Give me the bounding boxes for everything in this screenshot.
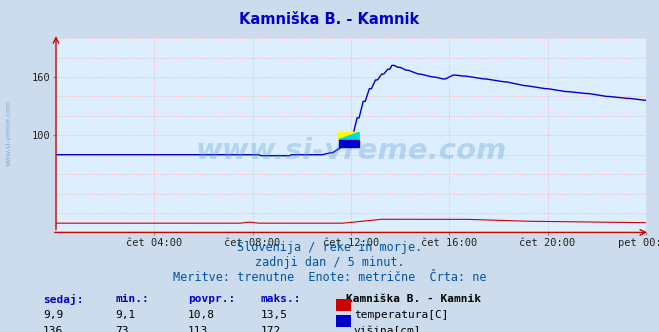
Text: www.si-vreme.com: www.si-vreme.com <box>195 137 507 165</box>
Text: temperatura[C]: temperatura[C] <box>354 310 448 320</box>
Text: 136: 136 <box>43 326 63 332</box>
Polygon shape <box>339 140 359 147</box>
Text: 113: 113 <box>188 326 208 332</box>
Text: Slovenija / reke in morje.: Slovenija / reke in morje. <box>237 241 422 254</box>
Text: povpr.:: povpr.: <box>188 294 235 304</box>
Text: sedaj:: sedaj: <box>43 294 83 305</box>
Text: 73: 73 <box>115 326 129 332</box>
Text: 172: 172 <box>260 326 281 332</box>
Text: 10,8: 10,8 <box>188 310 215 320</box>
Text: Kamniška B. - Kamnik: Kamniška B. - Kamnik <box>239 12 420 27</box>
Text: www.si-vreme.com: www.si-vreme.com <box>5 100 11 166</box>
Text: maks.:: maks.: <box>260 294 301 304</box>
Polygon shape <box>339 132 359 140</box>
Text: 9,1: 9,1 <box>115 310 136 320</box>
Text: Kamniška B. - Kamnik: Kamniška B. - Kamnik <box>346 294 481 304</box>
Text: 13,5: 13,5 <box>260 310 287 320</box>
Polygon shape <box>339 132 359 140</box>
Text: min.:: min.: <box>115 294 149 304</box>
Text: Meritve: trenutne  Enote: metrične  Črta: ne: Meritve: trenutne Enote: metrične Črta: … <box>173 271 486 284</box>
Text: zadnji dan / 5 minut.: zadnji dan / 5 minut. <box>254 256 405 269</box>
Text: višina[cm]: višina[cm] <box>354 326 421 332</box>
Text: 9,9: 9,9 <box>43 310 63 320</box>
